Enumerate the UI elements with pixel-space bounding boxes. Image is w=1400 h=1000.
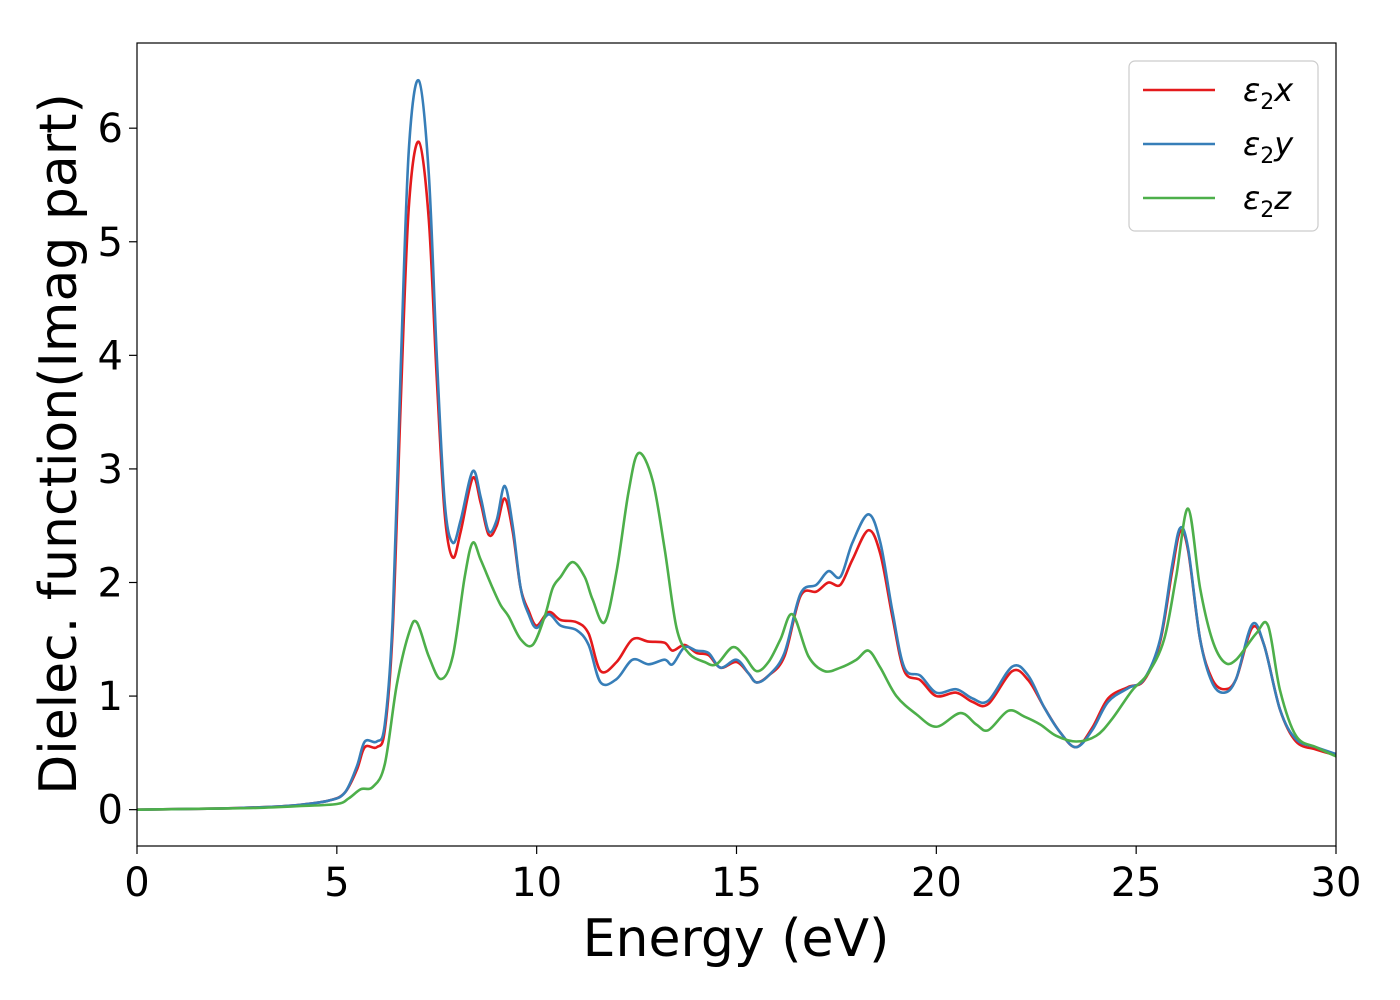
y-tick-label: 0 [98, 788, 123, 834]
x-tick-label: 30 [1311, 860, 1362, 906]
y-tick-label: 2 [98, 560, 123, 606]
y-tick-label: 6 [98, 106, 123, 152]
legend-label-2: ε2y [1243, 125, 1294, 169]
legend-label-3: ε2z [1243, 179, 1292, 223]
series-line-3 [137, 451, 1336, 811]
x-tick-label: 25 [1111, 860, 1162, 906]
y-axis: 0 1 2 3 4 5 6 [98, 106, 137, 834]
x-tick-label: 10 [511, 860, 562, 906]
x-tick-label: 15 [711, 860, 762, 906]
y-tick-label: 4 [98, 333, 123, 379]
x-tick-label: 5 [324, 860, 349, 906]
x-tick-label: 20 [911, 860, 962, 906]
legend: ε2x ε2y ε2z [1128, 60, 1319, 232]
legend-label-1: ε2x [1243, 71, 1294, 115]
x-tick-label: 0 [124, 860, 149, 906]
y-tick-label: 5 [98, 220, 123, 266]
x-axis: 0 5 10 15 20 25 30 [124, 846, 1361, 906]
plot-lines [137, 79, 1336, 811]
legend-box [1128, 60, 1319, 232]
y-tick-label: 1 [98, 674, 123, 720]
y-axis-title: Dielec. function(Imag part) [29, 93, 89, 795]
x-axis-title: Energy (eV) [583, 909, 890, 969]
series-line-1 [137, 140, 1336, 811]
y-tick-label: 3 [98, 447, 123, 493]
